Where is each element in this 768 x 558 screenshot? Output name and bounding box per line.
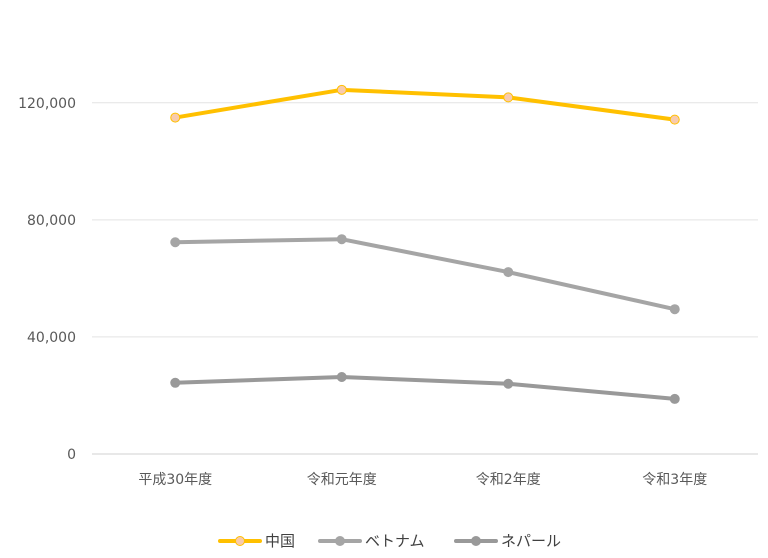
legend-label: 中国 xyxy=(265,532,295,550)
gridlines xyxy=(92,102,758,455)
series-line xyxy=(173,87,677,122)
data-point xyxy=(170,112,181,123)
legend-label: ベトナム xyxy=(365,532,425,550)
x-tick-label: 令和2年度 xyxy=(476,472,541,488)
series-lines xyxy=(170,84,680,404)
y-axis-tick-labels: 0 40,000 80,000 120,000 xyxy=(18,96,76,463)
series-line xyxy=(173,375,677,401)
data-point xyxy=(336,84,347,95)
x-tick-label: 令和元年度 xyxy=(307,472,377,488)
series-line xyxy=(173,237,677,312)
x-tick-label: 平成30年度 xyxy=(138,472,212,488)
legend-swatch-marker xyxy=(335,536,345,546)
data-point xyxy=(669,114,680,125)
data-point xyxy=(503,267,514,278)
legend-swatch-marker xyxy=(235,536,245,546)
y-tick-label: 40,000 xyxy=(27,330,76,346)
series-3 xyxy=(170,372,680,404)
data-point xyxy=(336,372,347,383)
y-tick-label: 120,000 xyxy=(18,96,76,112)
series-1 xyxy=(170,84,680,125)
data-point xyxy=(503,92,514,103)
legend-swatch-marker xyxy=(471,536,481,546)
data-point xyxy=(669,304,680,315)
legend-label: ネパール xyxy=(501,532,561,550)
data-point xyxy=(170,377,181,388)
y-tick-label: 0 xyxy=(67,447,76,463)
legend: 中国 ベトナム ネパール xyxy=(218,532,561,550)
data-point xyxy=(503,378,514,389)
data-point xyxy=(669,393,680,404)
legend-item: 中国 xyxy=(218,532,295,550)
data-point xyxy=(336,234,347,245)
x-axis-tick-labels: 平成30年度 令和元年度 令和2年度 令和3年度 xyxy=(138,472,707,488)
legend-item: ネパール xyxy=(454,532,561,550)
series-2 xyxy=(170,234,680,315)
x-tick-label: 令和3年度 xyxy=(642,472,707,488)
data-point xyxy=(170,237,181,248)
y-tick-label: 80,000 xyxy=(27,213,76,229)
legend-item: ベトナム xyxy=(318,532,425,550)
